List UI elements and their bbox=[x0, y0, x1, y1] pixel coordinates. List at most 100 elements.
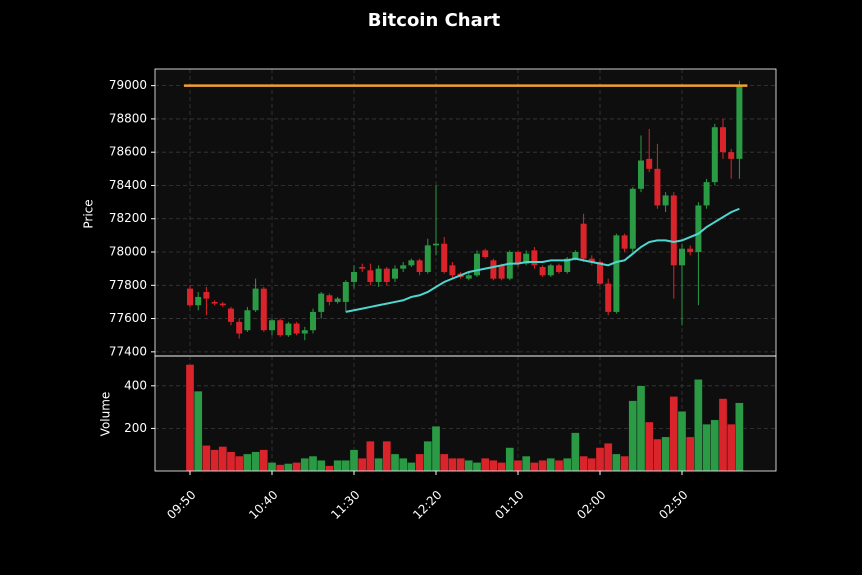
candle-body bbox=[564, 258, 571, 272]
candle-body bbox=[580, 223, 587, 259]
volume-bar bbox=[325, 465, 334, 472]
candle-body bbox=[392, 268, 398, 279]
volume-axis-label: Volume bbox=[99, 392, 113, 437]
candle-body bbox=[408, 260, 415, 266]
candle-body bbox=[441, 243, 448, 272]
volume-bar bbox=[554, 460, 564, 472]
candle-body bbox=[720, 127, 726, 153]
candle-body bbox=[687, 248, 694, 253]
volume-bar bbox=[456, 458, 465, 472]
chart-title: Bitcoin Chart bbox=[368, 10, 501, 31]
candle-body bbox=[203, 291, 210, 299]
volume-bar bbox=[620, 455, 629, 472]
candle-body bbox=[523, 253, 530, 264]
volume-bar bbox=[374, 458, 383, 472]
y-tick-label: 78400 bbox=[109, 178, 147, 192]
volume-bar bbox=[595, 447, 605, 472]
volume-bar bbox=[530, 462, 539, 472]
volume-bar bbox=[308, 455, 318, 472]
volume-bar bbox=[513, 460, 523, 472]
volume-bar bbox=[579, 455, 588, 472]
candle-body bbox=[351, 271, 357, 282]
y-tick-label: 78800 bbox=[109, 111, 147, 125]
y-tick-label: 77800 bbox=[109, 278, 147, 292]
candle-body bbox=[252, 288, 259, 311]
candle-body bbox=[228, 308, 234, 322]
volume-bar bbox=[489, 460, 498, 472]
y-tick-label: 78000 bbox=[109, 245, 147, 259]
volume-bar bbox=[735, 402, 744, 472]
volume-bar bbox=[546, 458, 555, 472]
volume-bar bbox=[628, 400, 637, 472]
candle-body bbox=[728, 152, 735, 159]
candle-body bbox=[736, 85, 743, 159]
candle-body bbox=[334, 298, 341, 302]
volume-bar bbox=[669, 396, 678, 472]
volume-bar bbox=[612, 453, 621, 472]
candle-body bbox=[375, 268, 382, 282]
candle-body bbox=[638, 160, 644, 189]
candle-body bbox=[679, 248, 685, 266]
candle-body bbox=[465, 275, 472, 279]
candle-body bbox=[572, 252, 579, 259]
candle-body bbox=[703, 182, 710, 206]
volume-bar bbox=[259, 449, 268, 472]
candle-body bbox=[269, 320, 275, 331]
candle-body bbox=[695, 205, 702, 253]
moving-average-line bbox=[345, 207, 740, 313]
candle-body bbox=[293, 323, 300, 334]
y-tick-label: 78200 bbox=[109, 211, 147, 225]
candle-body bbox=[301, 330, 308, 334]
volume-bar bbox=[686, 436, 695, 472]
candle-body bbox=[711, 127, 718, 183]
volume-bar bbox=[694, 379, 703, 472]
candle-body bbox=[219, 303, 226, 306]
candle-body bbox=[326, 295, 333, 302]
volume-bar bbox=[464, 460, 473, 472]
volume-bar bbox=[571, 432, 580, 472]
candle-body bbox=[629, 188, 636, 249]
candle-body bbox=[498, 265, 505, 279]
volume-bar bbox=[481, 458, 490, 472]
candle-body bbox=[474, 253, 480, 276]
candle-body bbox=[310, 311, 316, 331]
volume-bar bbox=[267, 462, 277, 472]
volume-bar bbox=[472, 462, 482, 472]
volume-bar bbox=[317, 460, 326, 472]
volume-bar bbox=[358, 458, 367, 472]
volume-bar bbox=[563, 458, 572, 472]
volume-bar bbox=[440, 453, 449, 472]
y-tick-label: 78600 bbox=[109, 145, 147, 159]
volume-bar bbox=[292, 462, 301, 472]
volume-bar bbox=[653, 438, 662, 472]
candle-body bbox=[449, 265, 456, 276]
candle-body bbox=[654, 168, 661, 206]
volume-bar bbox=[604, 443, 613, 472]
volume-bar bbox=[677, 411, 687, 472]
volume-bar bbox=[210, 449, 219, 472]
volume-bar bbox=[226, 451, 236, 472]
volume-bar bbox=[399, 458, 408, 472]
volume-bar bbox=[349, 449, 359, 472]
volume-bar bbox=[497, 462, 506, 472]
candle-body bbox=[383, 268, 390, 282]
candle-body bbox=[187, 288, 193, 306]
volume-bar bbox=[718, 398, 728, 472]
volume-bar bbox=[276, 464, 285, 472]
candle-body bbox=[277, 320, 284, 336]
volume-bar bbox=[727, 423, 736, 472]
volume-frame bbox=[154, 355, 777, 472]
volume-bar bbox=[636, 385, 646, 472]
volume-bar bbox=[522, 455, 531, 472]
candle-body bbox=[539, 266, 546, 276]
candle-body bbox=[400, 265, 407, 269]
candle-body bbox=[433, 243, 439, 246]
volume-bar bbox=[366, 441, 375, 472]
volume-bar bbox=[431, 426, 441, 472]
volume-bar bbox=[415, 453, 424, 472]
volume-bar bbox=[218, 446, 227, 472]
candle-body bbox=[482, 250, 489, 258]
volume-bar bbox=[235, 455, 244, 472]
